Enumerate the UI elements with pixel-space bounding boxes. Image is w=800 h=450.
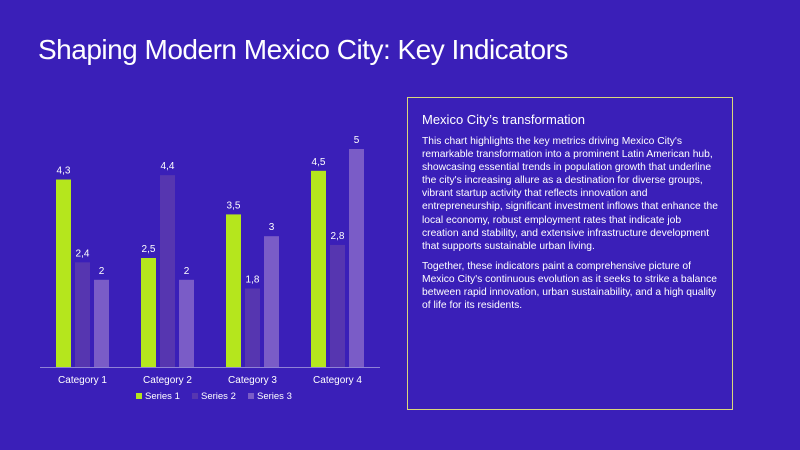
legend-label-2: Series 2: [201, 391, 236, 402]
bar-chart: 4,3 2,4 2 Category 1 2,5 4,4 2 Category 2 3,5 1,8…: [40, 128, 390, 418]
bar-1-3: [226, 214, 241, 367]
bar-2-1: [75, 262, 90, 367]
data-label-1-2: 2,5: [142, 244, 156, 255]
bar-3-4: [349, 149, 364, 367]
bar-1-4: [311, 170, 326, 367]
data-label-2-1: 2,4: [76, 248, 90, 259]
data-label-1-1: 4,3: [57, 166, 71, 177]
legend-label-1: Series 1: [145, 391, 180, 402]
chart-canvas: 4,3 2,4 2 Category 1 2,5 4,4 2 Category 2 3,5 1,8…: [40, 135, 380, 402]
panel-paragraph-1: This chart highlights the key metrics dr…: [422, 136, 718, 252]
data-label-2-2: 4,4: [161, 161, 175, 172]
data-label-1-4: 4,5: [312, 157, 326, 168]
bar-1-2: [141, 258, 156, 367]
bar-3-3: [264, 236, 279, 367]
data-label-3-4: 5: [354, 135, 360, 146]
bar-3-2: [179, 279, 194, 367]
bar-2-2: [160, 175, 175, 367]
bar-1-1: [56, 179, 71, 367]
page-title: Shaping Modern Mexico City: Key Indicato…: [38, 34, 568, 65]
category-label-2: Category 2: [143, 375, 192, 386]
category-label-1: Category 1: [58, 375, 107, 386]
data-label-3-3: 3: [269, 222, 275, 233]
data-label-3-1: 2: [99, 266, 105, 277]
data-label-1-3: 3,5: [227, 200, 241, 211]
legend-swatch-2: [192, 393, 198, 399]
data-label-2-4: 2,8: [331, 231, 345, 242]
legend-swatch-1: [136, 393, 142, 399]
category-label-4: Category 4: [313, 375, 362, 386]
panel-paragraph-2: Together, these indicators paint a compr…: [422, 260, 717, 312]
bar-3-1: [94, 279, 109, 367]
data-label-3-2: 2: [184, 266, 190, 277]
bar-2-4: [330, 244, 345, 367]
category-label-3: Category 3: [228, 375, 277, 386]
panel-heading: Mexico City’s transformation: [422, 112, 586, 127]
data-label-2-3: 1,8: [246, 275, 260, 286]
description-panel: Mexico City’s transformation This chart …: [407, 97, 733, 410]
bar-2-3: [245, 288, 260, 367]
legend-label-3: Series 3: [257, 391, 292, 402]
legend-swatch-3: [248, 393, 254, 399]
